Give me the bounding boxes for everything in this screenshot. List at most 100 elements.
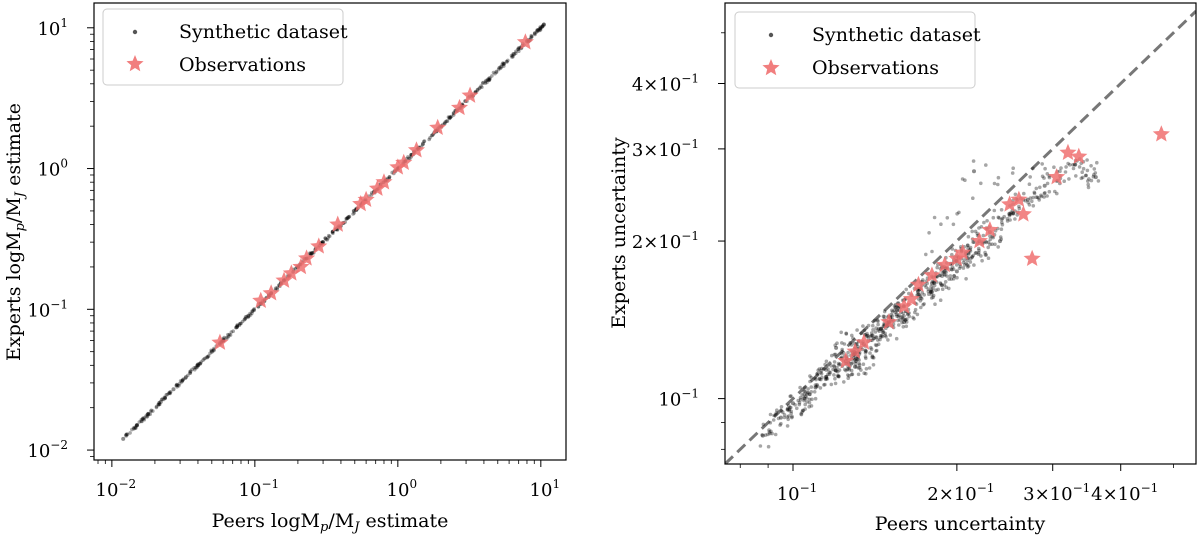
left-synthetic-point (540, 24, 545, 29)
right-synthetic-point (774, 411, 779, 415)
left-synthetic-point (149, 409, 153, 414)
left-synthetic-point (323, 236, 328, 241)
right-synthetic-point (977, 226, 981, 230)
right-synthetic-point (876, 338, 880, 342)
right-synthetic-point (1034, 195, 1039, 199)
left-xlabel-part-0: Peers logM (212, 510, 320, 532)
right-synthetic-point (1047, 175, 1052, 180)
left-synthetic-point (142, 417, 147, 422)
right-synthetic-point (950, 252, 954, 257)
right-synthetic-point (1013, 192, 1018, 197)
right-synthetic-point (836, 370, 840, 374)
left-synthetic-point (444, 119, 449, 123)
left-synthetic-point (477, 86, 482, 91)
left-synthetic-point (510, 53, 515, 58)
right-synthetic-point (943, 273, 947, 277)
left-synthetic-point (502, 61, 506, 66)
right-synthetic-point (966, 246, 970, 250)
left-synthetic-point (427, 137, 432, 142)
left-synthetic-point (199, 360, 203, 364)
left-synthetic-point (149, 408, 154, 413)
right-synthetic-point (808, 392, 812, 397)
right-synthetic-point (1011, 166, 1015, 170)
right-synthetic-point (985, 219, 989, 223)
right-synthetic-point (892, 304, 897, 308)
left-synthetic-point (180, 378, 185, 383)
right-synthetic-point (951, 267, 956, 272)
right-synthetic-point (1064, 165, 1068, 169)
right-synthetic-point (864, 349, 868, 354)
right-synthetic-point (920, 290, 925, 295)
left-synthetic-point (326, 236, 330, 240)
right-synthetic-point (771, 418, 776, 422)
right-synthetic-point (965, 263, 969, 267)
right-synthetic-point (903, 317, 908, 322)
right-observation-point (895, 297, 913, 314)
right-synthetic-point (832, 364, 837, 369)
left-synthetic-point (494, 69, 499, 74)
left-synthetic-point (227, 332, 232, 337)
left-synthetic-point (252, 307, 256, 311)
right-synthetic-point (943, 280, 948, 284)
left-synthetic-point (168, 391, 172, 396)
right-synthetic-point (928, 290, 933, 295)
left-legend-box (102, 8, 344, 86)
right-synthetic-point (853, 362, 858, 366)
right-synthetic-point (1011, 212, 1016, 216)
right-synthetic-point (1037, 198, 1041, 202)
right-synthetic-point (893, 305, 898, 310)
right-synthetic-point (896, 314, 901, 319)
right-synthetic-point (829, 382, 834, 387)
right-synthetic-point (807, 397, 812, 402)
left-synthetic-point (422, 139, 427, 143)
left-synthetic-point (331, 231, 335, 235)
right-observation-point (902, 289, 920, 307)
left-synthetic-point (209, 348, 213, 353)
right-synthetic-point (1000, 220, 1004, 225)
right-observation-point (1070, 147, 1088, 164)
right-observation-point (936, 256, 954, 273)
left-synthetic-point (196, 362, 200, 366)
left-synthetic-point (498, 65, 502, 70)
left-synthetic-point (226, 334, 231, 339)
right-synthetic-point (1039, 194, 1044, 199)
left-synthetic-point (446, 115, 451, 119)
right-synthetic-point (853, 359, 858, 364)
right-synthetic-point (915, 312, 920, 317)
right-synthetic-point (931, 295, 935, 300)
left-observation-point (211, 333, 229, 350)
right-synthetic-point (1066, 161, 1070, 166)
left-synthetic-point (352, 209, 356, 213)
right-synthetic-point (999, 237, 1003, 241)
right-synthetic-point (1085, 158, 1089, 162)
left-synthetic-point (121, 436, 126, 441)
right-synthetic-point (842, 380, 846, 384)
right-synthetic-point (767, 430, 772, 434)
left-synthetic-point (534, 30, 539, 34)
right-synthetic-point (813, 385, 818, 390)
right-synthetic-point (964, 261, 968, 266)
right-synthetic-point (779, 405, 784, 409)
right-synthetic-point (846, 350, 850, 355)
right-synthetic-point (971, 240, 975, 244)
left-observation-point (450, 98, 469, 116)
left-synthetic-point (205, 355, 210, 360)
left-observation-point (352, 194, 370, 212)
right-synthetic-point (869, 334, 873, 339)
right-synthetic-point (1042, 176, 1046, 180)
right-synthetic-point (918, 294, 923, 299)
right-synthetic-point (824, 374, 829, 379)
left-synthetic-point (516, 47, 521, 52)
right-synthetic-point (917, 293, 922, 297)
left-ticks: 10−2 10−1 100 101 10−2 10−1 100 101 (27, 16, 560, 501)
left-observation-point (298, 249, 316, 266)
right-synthetic-point (1074, 174, 1078, 178)
right-synthetic-point (819, 368, 824, 373)
right-synthetic-point (770, 431, 774, 436)
right-observation-point (1023, 249, 1041, 267)
right-synthetic-point (1055, 191, 1059, 196)
left-synthetic-point (206, 354, 210, 359)
right-synthetic-point (920, 296, 924, 301)
right-synthetic-point (814, 384, 819, 389)
left-synthetic-point (134, 423, 139, 427)
